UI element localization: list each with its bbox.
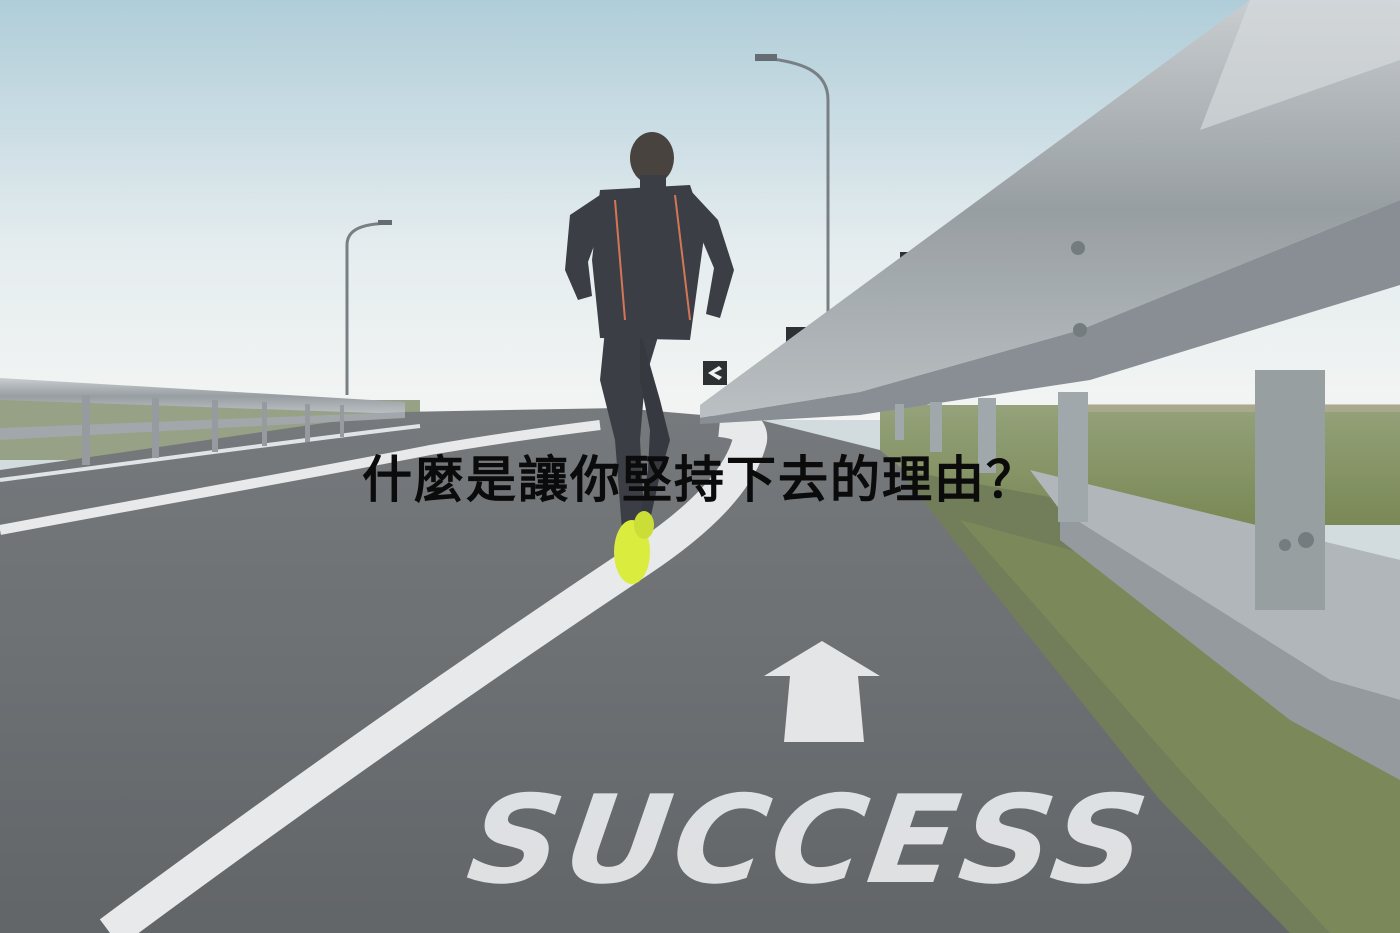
runner: [565, 132, 734, 584]
up-arrow-icon: [764, 641, 880, 742]
guardrail-left: [0, 378, 405, 414]
success-road-marking: SUCCESS: [460, 770, 1160, 912]
lane-line-left: [0, 420, 601, 535]
headline-text: 什麼是讓你堅持下去的理由？: [362, 450, 1038, 509]
road-surface: [0, 408, 1400, 933]
